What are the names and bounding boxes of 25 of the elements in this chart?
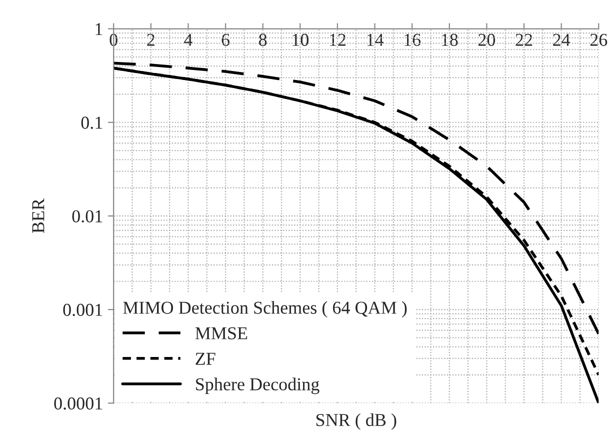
x-tick-label: 22 [516, 34, 532, 46]
x-tick-label: 6 [222, 34, 230, 46]
y-axis-title: BER [32, 198, 44, 233]
legend-title: MIMO Detection Schemes ( 64 QAM ) [123, 301, 407, 318]
y-tick-label: 0.01 [72, 210, 102, 222]
x-tick-label: 10 [292, 34, 308, 46]
x-tick-label: 26 [590, 34, 608, 46]
x-tick-label: 8 [259, 34, 267, 46]
x-tick-label: 12 [330, 34, 346, 46]
x-tick-label: 0 [110, 34, 118, 46]
x-tick-label: 18 [442, 34, 458, 46]
x-tick-label: 20 [478, 34, 496, 46]
legend-label: MMSE [195, 327, 248, 340]
y-tick-label: 0.0001 [54, 397, 102, 410]
x-tick-label: 24 [553, 34, 570, 46]
x-tick-label: 4 [184, 34, 192, 46]
x-tick-label: 14 [367, 34, 384, 46]
y-tick-label: 1 [96, 23, 102, 36]
y-tick-label: 0.001 [63, 304, 102, 316]
x-tick-label: 2 [147, 34, 154, 46]
x-axis-title: SNR ( dB ) [316, 413, 396, 430]
y-tick-label: 0.1 [81, 116, 102, 129]
legend-label: ZF [196, 352, 216, 365]
x-tick-label: 16 [404, 34, 421, 46]
legend-label: Sphere Decoding [196, 378, 320, 394]
